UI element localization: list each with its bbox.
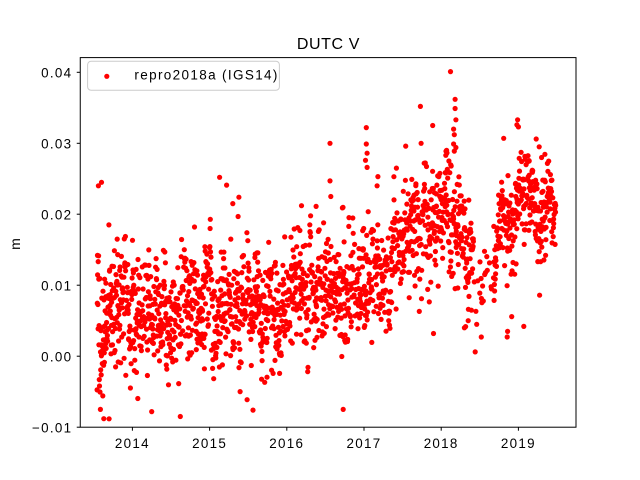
svg-text:2015: 2015 — [192, 436, 227, 451]
svg-text:0.04: 0.04 — [41, 66, 72, 81]
svg-text:0.02: 0.02 — [41, 207, 72, 222]
svg-text:−0.01: −0.01 — [32, 420, 72, 435]
svg-text:0.03: 0.03 — [41, 137, 72, 152]
svg-text:2017: 2017 — [347, 436, 382, 451]
svg-text:2016: 2016 — [269, 436, 304, 451]
svg-text:DUTC V: DUTC V — [297, 36, 360, 53]
svg-text:2018: 2018 — [424, 436, 459, 451]
svg-text:m: m — [7, 238, 23, 250]
svg-text:2014: 2014 — [115, 436, 150, 451]
svg-text:0.01: 0.01 — [41, 278, 72, 293]
svg-text:0.00: 0.00 — [41, 349, 72, 364]
svg-text:2019: 2019 — [501, 436, 536, 451]
svg-text:repro2018a (IGS14): repro2018a (IGS14) — [134, 68, 278, 83]
